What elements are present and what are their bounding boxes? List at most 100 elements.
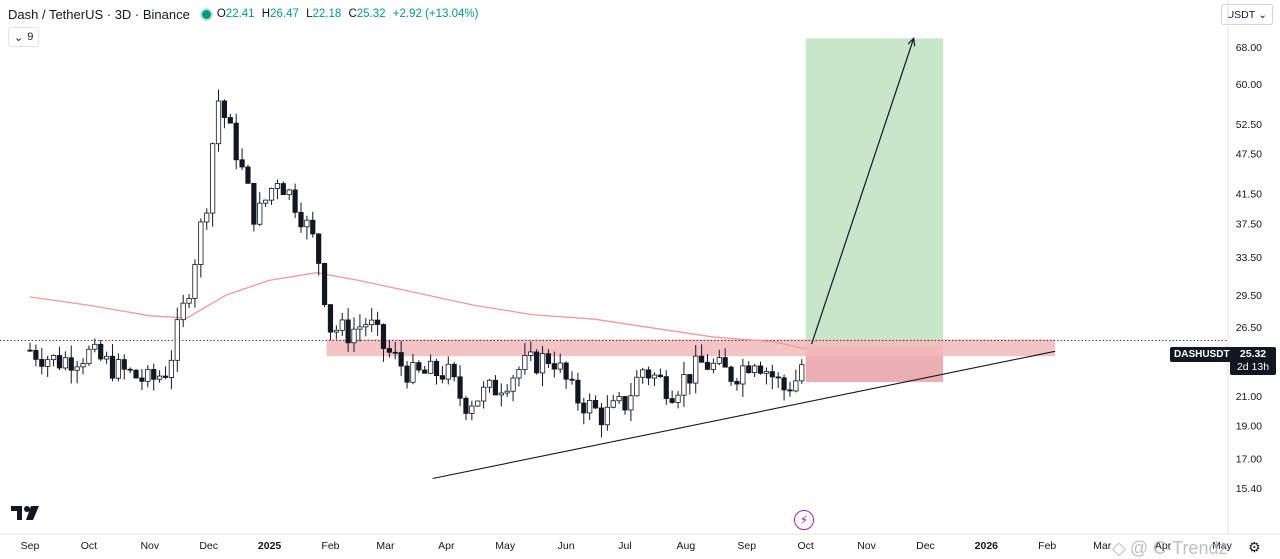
candle-body bbox=[50, 355, 57, 361]
candle-body bbox=[439, 375, 445, 380]
candle-body bbox=[133, 369, 139, 379]
candle-body bbox=[687, 374, 693, 384]
candle-body bbox=[121, 359, 127, 370]
y-tick-label: 17.00 bbox=[1236, 454, 1262, 466]
candle-body bbox=[663, 376, 669, 399]
candle-body bbox=[457, 376, 463, 399]
candle-body bbox=[33, 349, 39, 360]
x-tick-label: May bbox=[1212, 540, 1233, 552]
candle-body bbox=[257, 202, 263, 225]
candle-body bbox=[327, 304, 334, 333]
status-dot-icon bbox=[201, 9, 211, 19]
candle-body bbox=[386, 348, 392, 353]
tradingview-logo-icon[interactable] bbox=[11, 505, 41, 526]
x-tick-label: Jun bbox=[558, 540, 575, 552]
ohlc-readout: O22.41 H26.47 L22.18 C25.32 +2.92 (+13.0… bbox=[217, 8, 483, 20]
candle-body bbox=[551, 363, 557, 370]
x-tick-label: Jul bbox=[618, 540, 631, 552]
y-tick-label: 41.50 bbox=[1236, 189, 1262, 201]
x-tick-label: Nov bbox=[857, 540, 876, 552]
candle-body bbox=[151, 368, 157, 380]
candle-body bbox=[292, 189, 298, 213]
candle-body bbox=[374, 319, 381, 325]
x-tick-label: Apr bbox=[438, 540, 455, 552]
projection-arrow bbox=[811, 38, 915, 345]
candle-body bbox=[492, 379, 499, 396]
candle-body bbox=[115, 359, 121, 379]
candle-body bbox=[651, 374, 658, 379]
candle-body bbox=[592, 399, 599, 409]
candle-body bbox=[699, 355, 705, 363]
candle-body bbox=[98, 343, 104, 360]
candle-body bbox=[304, 219, 310, 228]
candle-body bbox=[404, 365, 410, 383]
candle-body bbox=[752, 365, 758, 374]
candle-body bbox=[369, 319, 375, 326]
candle-body bbox=[398, 352, 404, 367]
candle-body bbox=[433, 360, 440, 377]
open-label: O bbox=[216, 8, 226, 20]
candle-body bbox=[587, 399, 593, 414]
x-tick-label: Feb bbox=[321, 540, 339, 552]
candle-body bbox=[274, 183, 281, 189]
candle-body bbox=[316, 233, 322, 264]
y-tick-label: 60.00 bbox=[1236, 79, 1262, 91]
candle-body bbox=[80, 363, 86, 368]
candle-body bbox=[180, 302, 186, 321]
low-label: L bbox=[306, 8, 313, 20]
x-tick-label: May bbox=[495, 540, 516, 552]
candle-body bbox=[145, 368, 151, 382]
y-tick-label: 37.50 bbox=[1236, 219, 1262, 231]
candle-body bbox=[109, 355, 116, 379]
lightning-icon[interactable]: ⚡ bbox=[794, 510, 814, 530]
logo-icon: ◇ bbox=[1112, 538, 1126, 558]
indicators-toggle-button[interactable]: ⌄ 9 bbox=[8, 27, 40, 47]
close-value: 25.32 bbox=[356, 8, 386, 20]
last-price-tag: 25.32 2d 13h bbox=[1230, 347, 1276, 375]
candle-body bbox=[645, 369, 652, 379]
candle-body bbox=[704, 361, 711, 370]
resistance-zone bbox=[326, 339, 1056, 357]
x-tick-label: Mar bbox=[376, 540, 395, 552]
candle-body bbox=[68, 357, 74, 371]
candle-body bbox=[475, 400, 481, 407]
y-tick-label: 21.00 bbox=[1236, 391, 1262, 403]
candle-body bbox=[522, 355, 528, 370]
candle-body bbox=[339, 319, 345, 331]
symbol-title[interactable]: Dash / TetherUS · 3D · Binance bbox=[8, 6, 190, 22]
y-tick-label: 68.00 bbox=[1236, 42, 1262, 54]
candle-body bbox=[569, 378, 575, 381]
candle-body bbox=[740, 365, 746, 385]
candle-body bbox=[157, 375, 163, 380]
candle-body bbox=[263, 199, 269, 204]
candle-body bbox=[245, 166, 251, 184]
last-price: 25.32 bbox=[1239, 348, 1267, 360]
chevron-down-icon: ⌄ bbox=[14, 31, 24, 44]
projection-arrowhead bbox=[907, 37, 916, 47]
candle-body bbox=[39, 359, 45, 367]
candle-body bbox=[781, 377, 787, 391]
candle-body bbox=[575, 379, 581, 404]
candle-body bbox=[286, 189, 292, 196]
candle-body bbox=[251, 182, 257, 225]
candle-body bbox=[345, 319, 351, 344]
candle-body bbox=[681, 374, 687, 396]
candle-body bbox=[657, 374, 663, 378]
candle-body bbox=[298, 211, 304, 228]
candle-body bbox=[628, 395, 634, 411]
candle-body bbox=[210, 143, 216, 214]
chevron-down-icon: ⌄ bbox=[1258, 8, 1267, 21]
candle-body bbox=[516, 369, 522, 379]
candle-body bbox=[221, 100, 228, 118]
y-tick-label: 33.50 bbox=[1236, 252, 1262, 264]
x-tick-label: Dec bbox=[199, 540, 218, 552]
candle-body bbox=[422, 369, 428, 374]
candle-body bbox=[357, 326, 363, 330]
candle-body bbox=[380, 324, 387, 349]
candle-body bbox=[610, 400, 616, 408]
gear-icon[interactable]: ⚙ bbox=[1248, 539, 1261, 555]
currency-select[interactable]: USDT ⌄ bbox=[1220, 4, 1273, 25]
y-tick-label: 15.40 bbox=[1236, 483, 1262, 495]
candle-body bbox=[510, 377, 516, 392]
